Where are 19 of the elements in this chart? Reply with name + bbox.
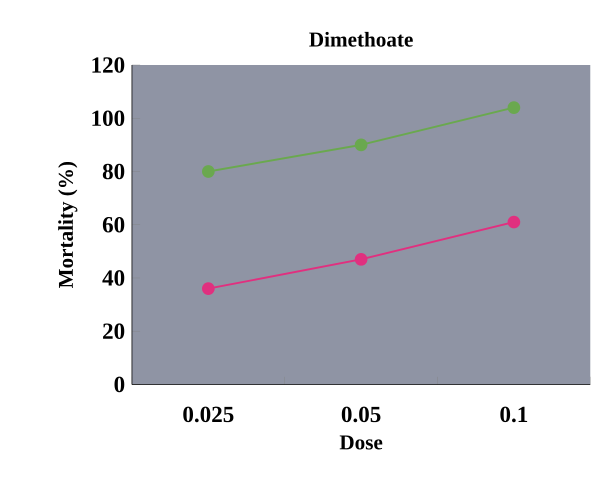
- point: [354, 138, 368, 152]
- y-axis-title: Mortality (%): [58, 162, 78, 288]
- point: [202, 165, 215, 178]
- x-tick-label: 0.1: [500, 406, 528, 422]
- y-tick-label: 100: [92, 110, 124, 126]
- x-tick-label: 0.025: [183, 406, 234, 422]
- point: [508, 101, 520, 114]
- x-axis-title: Dose: [340, 435, 382, 450]
- x-tick-label: 0.05: [342, 406, 380, 422]
- y-tick-label: 40: [102, 270, 124, 286]
- chart-title: Dimethoate: [309, 32, 413, 47]
- y-tick-label: 20: [103, 323, 124, 339]
- point: [202, 282, 215, 295]
- y-tick-label: 0: [114, 376, 124, 392]
- y-tick-label: 60: [102, 216, 124, 232]
- point: [354, 252, 368, 266]
- point: [508, 216, 520, 228]
- y-tick-label: 80: [102, 164, 124, 180]
- y-tick-label: 120: [92, 57, 124, 73]
